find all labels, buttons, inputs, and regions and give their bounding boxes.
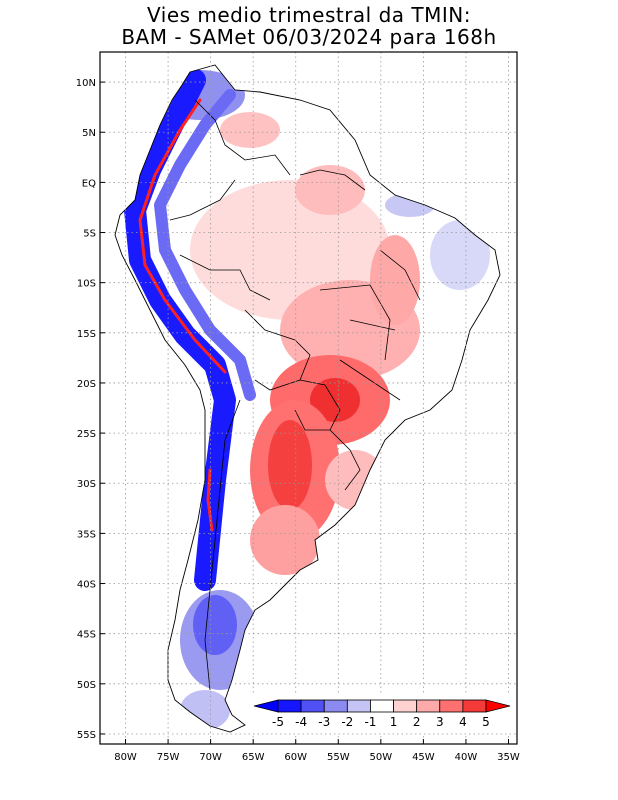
border-colombia-venezuela [194, 99, 291, 176]
colorbar-label: 1 [390, 715, 398, 729]
lon-tick-label: 80W [114, 752, 137, 763]
bias-area-east-warm [370, 235, 420, 325]
lat-tick-label: 25S [77, 429, 96, 440]
colorbar-legend: -5 -4 -3 -2 -1 1 2 3 4 5 [252, 693, 514, 733]
latitude-axis: 10N 5N EQ 5S 10S 15S 20S 25S 30S 35S 40S 45S 50S 55S [76, 78, 105, 741]
colorbar-labels: -5 -4 -3 -2 -1 1 2 3 4 5 [272, 715, 490, 729]
lon-tick-label: 50W [370, 752, 393, 763]
colorbar-label: 3 [436, 715, 444, 729]
border-guianas [299, 169, 366, 191]
colorbar-label: -3 [318, 715, 330, 729]
colorbar-label: 5 [482, 715, 490, 729]
bias-area-andes-warm-streak [138, 98, 227, 374]
bias-field [114, 64, 501, 733]
border-peru-brazil [179, 254, 271, 301]
bias-area-argentina-hot [268, 420, 312, 510]
lon-tick-label: 75W [157, 752, 180, 763]
border-brazil-states [319, 249, 421, 401]
longitude-axis: 80W 75W 70W 65W 60W 55W 50W 45W 40W 35W [114, 739, 520, 763]
colorbar-background [252, 693, 514, 733]
bias-area-northwest-warm [220, 112, 280, 148]
lon-tick-label: 65W [242, 752, 265, 763]
lon-tick-label: 55W [327, 752, 350, 763]
lat-tick-label: 5S [83, 229, 96, 240]
colorbar-label: 2 [413, 715, 421, 729]
bias-area-northcoast-cool [385, 193, 435, 217]
lon-tick-label: 40W [455, 752, 478, 763]
colorbar-swatch [416, 699, 441, 713]
coastline [114, 64, 501, 733]
bias-area-pampas-warm [250, 505, 320, 575]
bias-area-patagonia-cold [193, 595, 237, 655]
border-argentina-brazil [329, 429, 361, 491]
map-title-line-1: Vies medio trimestral da TMIN: [147, 3, 471, 27]
lat-tick-label: 15S [77, 329, 96, 340]
bias-area-north-warm [295, 165, 365, 215]
lat-tick-label: 50S [77, 680, 96, 691]
lat-tick-label: EQ [82, 178, 96, 189]
colorbar-high-arrow [485, 699, 511, 713]
bias-area-andes-moderate-cold [154, 89, 256, 401]
colorbar-swatch [346, 699, 371, 713]
lon-tick-label: 45W [412, 752, 435, 763]
colorbar-label: 4 [459, 715, 467, 729]
map-title-line-2: BAM - SAMet 06/03/2024 para 168h [121, 25, 497, 49]
colorbar-swatch [370, 699, 394, 713]
lat-tick-label: 35S [77, 529, 96, 540]
lat-tick-label: 10N [76, 78, 96, 89]
lon-tick-label: 70W [199, 752, 222, 763]
lat-tick-label: 20S [77, 379, 96, 390]
lat-tick-label: 30S [77, 479, 96, 490]
colorbar-swatch [439, 699, 464, 713]
border-bolivia [244, 309, 311, 391]
colorbar-swatch [393, 699, 418, 713]
bias-area-southcentral-hot [310, 378, 360, 422]
colorbar-label: -1 [364, 715, 376, 729]
colorbar-swatch [462, 699, 487, 713]
lon-tick-label: 35W [497, 752, 520, 763]
border-argentina-chile [204, 399, 241, 691]
colorbar-label: -5 [272, 715, 284, 729]
lat-tick-label: 10S [77, 279, 96, 290]
map-frame [99, 51, 518, 745]
lat-tick-label: 40S [77, 580, 96, 591]
country-borders [169, 99, 421, 691]
lat-tick-label: 55S [77, 730, 96, 741]
grid-lines [100, 52, 517, 744]
border-colombia-peru [169, 179, 236, 221]
colorbar-swatch [277, 699, 302, 713]
colorbar-swatches [277, 699, 487, 713]
bias-area-andes-cold [124, 69, 236, 591]
lon-tick-label: 60W [284, 752, 307, 763]
lat-tick-label: 45S [77, 630, 96, 641]
lat-tick-label: 5N [82, 128, 96, 139]
colorbar-label: -2 [341, 715, 353, 729]
colorbar-swatch [323, 699, 348, 713]
colorbar-label: -4 [295, 715, 307, 729]
bias-area-northeast-cool [430, 220, 490, 290]
colorbar-swatch [300, 699, 325, 713]
border-paraguay [294, 379, 341, 431]
